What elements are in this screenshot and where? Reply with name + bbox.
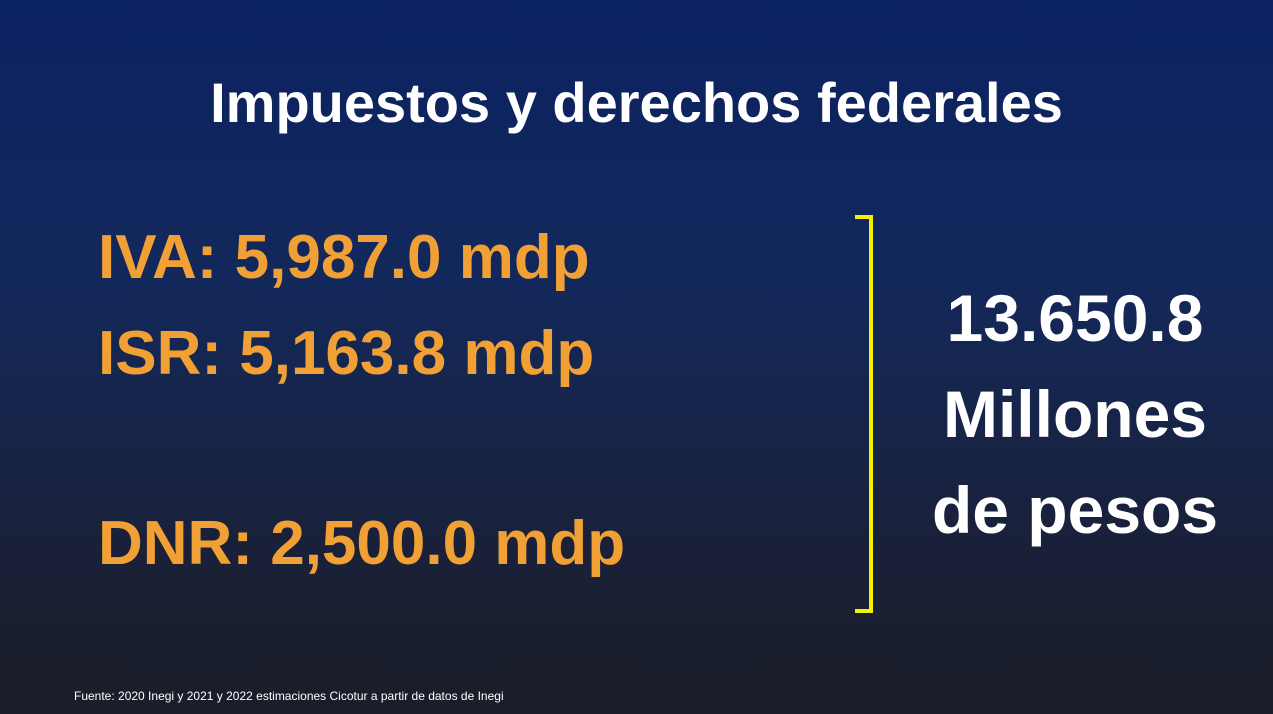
total-amount: 13.650.8	[946, 281, 1204, 355]
item-value: 2,500.0 mdp	[270, 509, 626, 578]
item: DNR: 2,500.0 mdp	[98, 508, 625, 579]
item-label: DNR:	[98, 509, 253, 578]
total-unit: Millones	[942, 377, 1208, 451]
item-value: 5,987.0 mdp	[234, 223, 590, 292]
title: Impuestos y derechos federales	[210, 71, 1063, 134]
item-value: 5,163.8 mdp	[239, 319, 595, 388]
item: ISR: 5,163.8 mdp	[98, 318, 594, 389]
item-label: ISR:	[98, 319, 222, 388]
total-unit: de pesos	[931, 473, 1219, 547]
item: IVA: 5,987.0 mdp	[98, 222, 590, 293]
bracket	[855, 215, 873, 613]
source-note: Fuente: 2020 Inegi y 2021 y 2022 estimac…	[74, 689, 504, 703]
total: 13.650.8 Millones de pesos	[900, 270, 1250, 558]
bracket-line	[855, 215, 873, 613]
item-label: IVA:	[98, 223, 218, 292]
